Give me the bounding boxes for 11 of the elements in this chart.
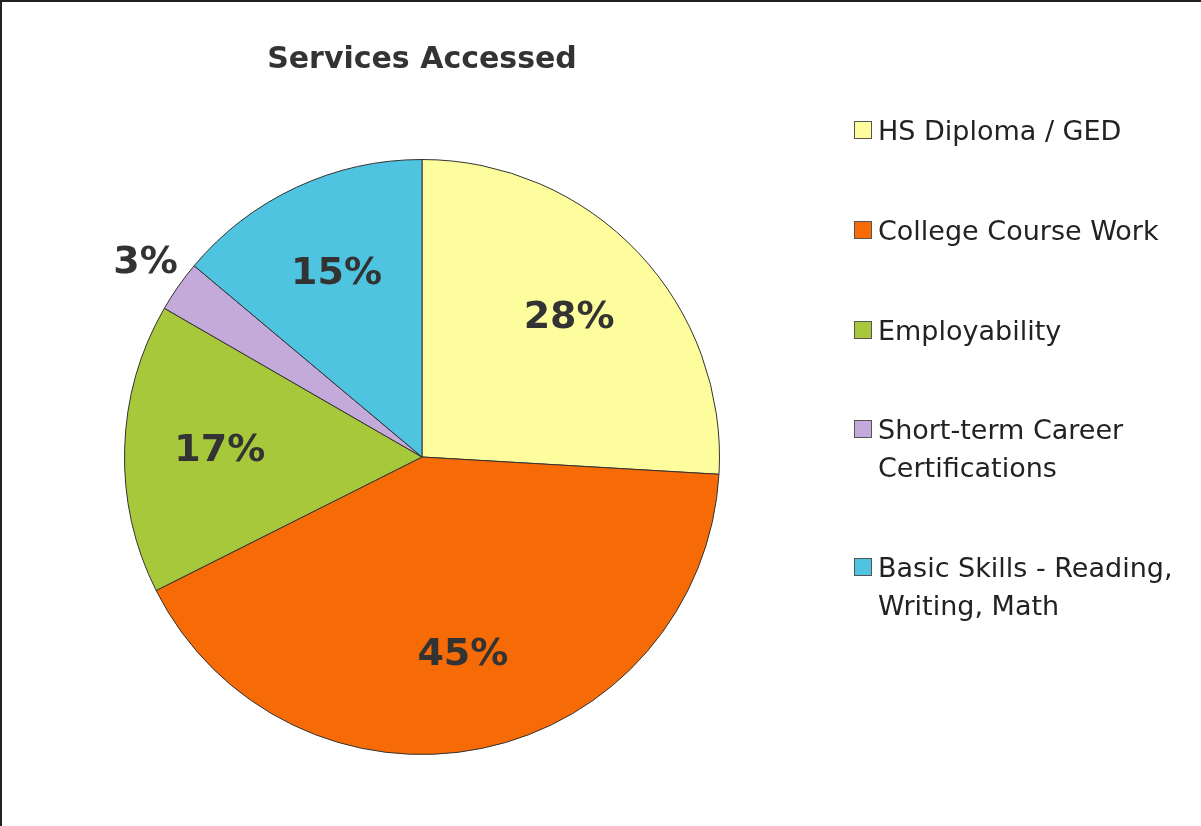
data-label: 28% <box>523 293 615 338</box>
chart-title: Services Accessed <box>267 39 577 75</box>
data-label: 15% <box>291 248 382 293</box>
legend-label: College Course Work <box>878 213 1159 248</box>
legend-label: HS Diploma / GED <box>878 114 1122 148</box>
data-label: 3% <box>113 238 178 283</box>
data-label: 17% <box>174 425 266 470</box>
legend-label: Short-term Career Certifications <box>878 413 1125 486</box>
data-label: 45% <box>417 630 509 674</box>
legend-label: Employability <box>878 313 1062 348</box>
legend-label: Basic Skills - Reading, Writing, Math <box>878 551 1174 623</box>
